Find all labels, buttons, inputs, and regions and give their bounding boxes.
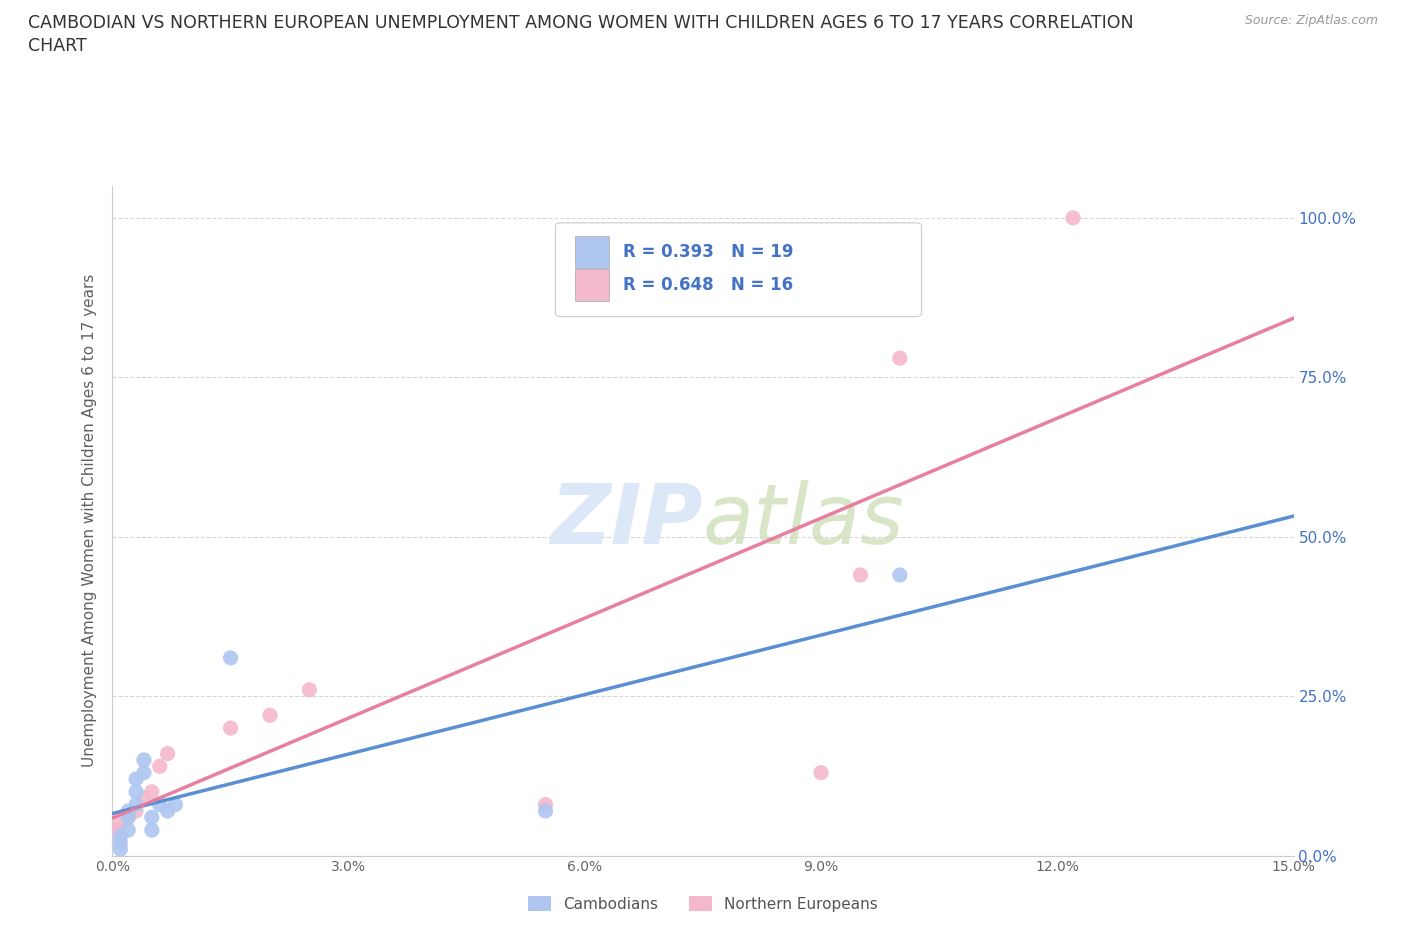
Point	[105, 823, 128, 838]
Text: R = 0.648   N = 16: R = 0.648 N = 16	[623, 276, 793, 294]
Point	[132, 790, 155, 805]
Point	[219, 721, 242, 736]
Point	[117, 810, 139, 825]
FancyBboxPatch shape	[555, 223, 921, 316]
Text: CHART: CHART	[28, 37, 87, 55]
Point	[219, 650, 242, 665]
Point	[156, 746, 179, 761]
Point	[110, 829, 132, 844]
Point	[149, 759, 172, 774]
Point	[149, 797, 172, 812]
Point	[141, 784, 163, 799]
Point	[110, 842, 132, 857]
Point	[110, 817, 132, 831]
Point	[298, 683, 321, 698]
Point	[141, 810, 163, 825]
Point	[889, 351, 911, 365]
Point	[125, 784, 148, 799]
Point	[125, 804, 148, 818]
Y-axis label: Unemployment Among Women with Children Ages 6 to 17 years: Unemployment Among Women with Children A…	[82, 274, 97, 767]
Point	[534, 804, 557, 818]
Point	[156, 804, 179, 818]
Point	[165, 797, 187, 812]
Point	[889, 567, 911, 582]
FancyBboxPatch shape	[575, 235, 609, 268]
Point	[141, 823, 163, 838]
Point	[534, 797, 557, 812]
Text: Source: ZipAtlas.com: Source: ZipAtlas.com	[1244, 14, 1378, 27]
Legend: Cambodians, Northern Europeans: Cambodians, Northern Europeans	[522, 889, 884, 918]
Point	[810, 765, 832, 780]
Point	[117, 810, 139, 825]
Text: CAMBODIAN VS NORTHERN EUROPEAN UNEMPLOYMENT AMONG WOMEN WITH CHILDREN AGES 6 TO : CAMBODIAN VS NORTHERN EUROPEAN UNEMPLOYM…	[28, 14, 1133, 32]
Text: ZIP: ZIP	[550, 480, 703, 562]
Text: atlas: atlas	[703, 480, 904, 562]
Point	[259, 708, 281, 723]
Point	[117, 804, 139, 818]
Point	[132, 752, 155, 767]
Point	[1062, 210, 1084, 225]
FancyBboxPatch shape	[575, 269, 609, 301]
Point	[117, 823, 139, 838]
Point	[132, 765, 155, 780]
Point	[125, 772, 148, 787]
Text: R = 0.393   N = 19: R = 0.393 N = 19	[623, 243, 793, 260]
Point	[849, 567, 872, 582]
Point	[110, 835, 132, 850]
Point	[125, 797, 148, 812]
